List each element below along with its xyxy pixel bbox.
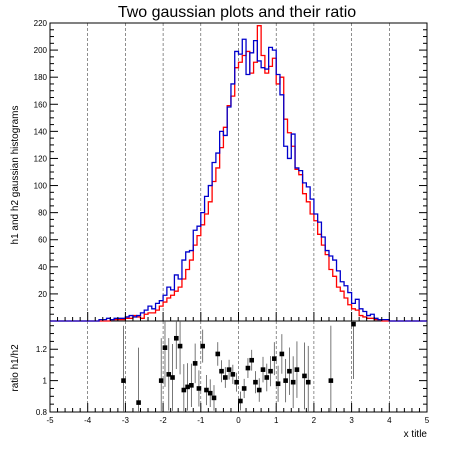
ratio-point	[189, 383, 194, 388]
x-axis-label: x title	[404, 429, 428, 440]
ratio-point	[200, 343, 205, 349]
bottom-y-tick-label: 1.2	[36, 345, 48, 354]
ratio-point	[158, 378, 164, 383]
top-y-tick-label: 200	[34, 46, 48, 55]
ratio-point	[226, 367, 232, 372]
top-y-tick-label: 40	[38, 263, 47, 272]
top-y-tick-label: 20	[38, 290, 47, 299]
x-tick-label: 4	[387, 416, 392, 425]
ratio-point	[253, 379, 258, 385]
top-y-axis-label: h1 and h2 gaussian histograms	[10, 106, 21, 245]
ratio-point	[204, 387, 209, 393]
ratio-point	[249, 357, 254, 363]
ratio-point	[290, 379, 296, 385]
h1-histogram-line	[50, 38, 427, 322]
ratio-point	[234, 379, 239, 385]
top-y-tick-label: 160	[34, 100, 48, 109]
ratio-point	[294, 367, 300, 372]
x-tick-label: 1	[274, 416, 279, 425]
ratio-point	[219, 368, 224, 374]
ratio-point	[241, 386, 247, 391]
bottom-y-axis-label: ratio h1/h2	[10, 344, 21, 392]
ratio-point	[238, 398, 243, 404]
x-tick-label: -5	[46, 416, 54, 425]
ratio-point	[302, 373, 307, 379]
ratio-point	[264, 375, 270, 380]
ratio-point	[181, 387, 187, 393]
ratio-point	[177, 343, 183, 349]
x-tick-label: 3	[349, 416, 354, 425]
x-tick-label: 2	[312, 416, 317, 425]
bottom-y-tick-label: 0.8	[36, 408, 48, 417]
ratio-point	[192, 361, 198, 366]
ratio-point	[328, 378, 334, 383]
x-tick-label: -3	[122, 416, 130, 425]
ratio-point	[351, 321, 356, 327]
ratio-point	[211, 395, 217, 401]
ratio-point	[185, 384, 190, 390]
ratio-point	[207, 390, 213, 396]
x-tick-label: 0	[236, 416, 241, 425]
x-tick-label: 5	[425, 416, 430, 425]
chart-title: Two gaussian plots and their ratio	[118, 4, 356, 21]
ratio-point	[166, 372, 172, 377]
bottom-grid-layer	[87, 321, 390, 412]
ratio-point	[162, 345, 168, 350]
top-y-tick-label: 60	[38, 236, 47, 245]
top-y-tick-label: 80	[38, 209, 47, 218]
ratio-point	[173, 335, 179, 341]
ratio-point	[268, 368, 273, 374]
ratio-point	[196, 386, 202, 391]
h1-series-layer	[50, 38, 427, 322]
x-tick-label: -4	[84, 416, 92, 425]
ratio-point	[215, 351, 221, 357]
ratio-point	[256, 387, 262, 393]
ratio-point	[260, 367, 266, 372]
ratio-points-layer	[121, 321, 356, 412]
ratio-point	[275, 381, 281, 387]
x-tick-label: -1	[197, 416, 205, 425]
ratio-point	[305, 379, 311, 385]
ratio-point	[279, 351, 285, 357]
ratio-point	[245, 365, 251, 371]
ratio-point	[283, 378, 288, 383]
ratio-point	[136, 400, 141, 405]
ratio-point	[223, 375, 228, 380]
top-y-tick-label: 120	[34, 154, 48, 163]
x-tick-label: -2	[160, 416, 168, 425]
ratio-point	[230, 372, 236, 377]
ratio-point	[121, 378, 126, 383]
ratio-point	[170, 375, 175, 380]
top-y-tick-label: 180	[34, 73, 48, 82]
ratio-point	[287, 368, 292, 374]
top-y-tick-label: 140	[34, 127, 48, 136]
tick-layer: -5 -4 -3 -2 -1 0 1 2 3 4 5 20 40 60 80 100 120 140 160 180 2…	[34, 19, 430, 425]
bottom-y-tick-label: 1	[43, 377, 48, 386]
top-y-tick-label: 220	[34, 19, 48, 28]
top-y-tick-label: 100	[34, 182, 48, 191]
ratio-point	[272, 356, 277, 361]
